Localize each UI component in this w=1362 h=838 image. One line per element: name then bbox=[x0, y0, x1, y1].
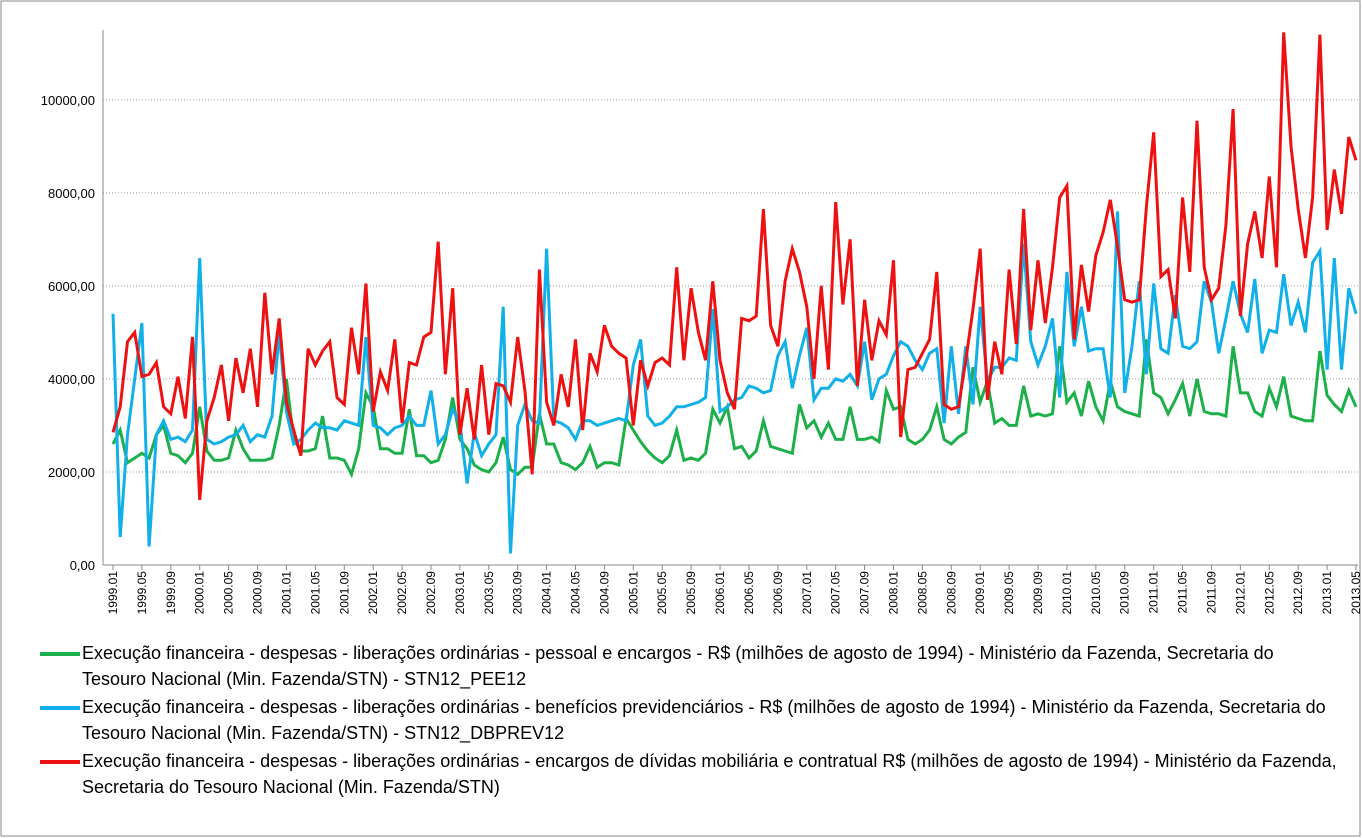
x-tick-label: 2010.09 bbox=[1118, 571, 1132, 615]
legend-item: Execução financeira - despesas - liberaç… bbox=[40, 640, 1340, 692]
x-tick-label: 2008.05 bbox=[915, 571, 929, 615]
x-tick-label: 2007.01 bbox=[800, 571, 814, 615]
x-tick-label: 2005.05 bbox=[655, 571, 669, 615]
x-tick-label: 2001.09 bbox=[337, 571, 351, 615]
x-tick-label: 2005.09 bbox=[684, 571, 698, 615]
y-tick-label: 2000,00 bbox=[48, 465, 95, 480]
x-tick-label: 2001.05 bbox=[308, 571, 322, 615]
x-tick-label: 2009.01 bbox=[973, 571, 987, 615]
y-tick-label: 4000,00 bbox=[48, 372, 95, 387]
x-tick-label: 2013.05 bbox=[1349, 571, 1362, 615]
x-tick-label: 2010.05 bbox=[1089, 571, 1103, 615]
x-tick-label: 2003.05 bbox=[482, 571, 496, 615]
legend-label: Execução financeira - despesas - liberaç… bbox=[82, 643, 1274, 689]
x-tick-label: 2011.01 bbox=[1147, 571, 1161, 614]
x-tick-label: 2001.01 bbox=[279, 571, 293, 615]
x-tick-label: 1999.05 bbox=[135, 571, 149, 615]
x-tick-label: 2006.05 bbox=[742, 571, 756, 615]
x-tick-label: 2006.01 bbox=[713, 571, 727, 615]
y-tick-label: 6000,00 bbox=[48, 279, 95, 294]
legend-label: Execução financeira - despesas - liberaç… bbox=[82, 751, 1337, 797]
line-series bbox=[111, 32, 1358, 501]
x-tick-label: 2002.01 bbox=[366, 571, 380, 615]
x-tick-label: 2013.01 bbox=[1320, 571, 1334, 615]
x-tick-label: 2002.09 bbox=[424, 571, 438, 615]
x-tick-label: 2004.05 bbox=[569, 571, 583, 615]
x-tick-label: 2004.09 bbox=[597, 571, 611, 615]
x-tick-label: 2007.09 bbox=[858, 571, 872, 615]
x-tick-label: 2008.01 bbox=[886, 571, 900, 615]
x-tick-label: 2010.01 bbox=[1060, 571, 1074, 615]
x-tick-label: 2008.09 bbox=[944, 571, 958, 615]
x-tick-label: 2011.05 bbox=[1176, 571, 1190, 614]
legend-swatch bbox=[40, 706, 80, 710]
legend-swatch bbox=[40, 760, 80, 764]
legend-swatch bbox=[40, 652, 80, 656]
x-tick-label: 2006.09 bbox=[771, 571, 785, 615]
x-tick-label: 2000.09 bbox=[251, 571, 265, 615]
x-tick-label: 2005.01 bbox=[626, 571, 640, 615]
x-tick-label: 2012.01 bbox=[1233, 571, 1247, 615]
x-tick-label: 2009.05 bbox=[1002, 571, 1016, 615]
y-tick-label: 8000,00 bbox=[48, 186, 95, 201]
x-tick-label: 2011.09 bbox=[1204, 571, 1218, 614]
x-tick-label: 2004.01 bbox=[540, 571, 554, 615]
x-tick-label: 1999.09 bbox=[164, 571, 178, 615]
y-tick-label: 10000,00 bbox=[41, 93, 95, 108]
x-tick-label: 2000.01 bbox=[193, 571, 207, 615]
x-tick-label: 2003.01 bbox=[453, 571, 467, 615]
x-tick-label: 2012.05 bbox=[1262, 571, 1276, 615]
y-tick-label: 0,00 bbox=[70, 558, 95, 573]
legend-item: Execução financeira - despesas - liberaç… bbox=[40, 694, 1340, 746]
x-tick-label: 2007.05 bbox=[829, 571, 843, 615]
legend: Execução financeira - despesas - liberaç… bbox=[40, 640, 1340, 802]
legend-label: Execução financeira - despesas - liberaç… bbox=[82, 697, 1326, 743]
x-tick-label: 2012.09 bbox=[1291, 571, 1305, 615]
x-tick-label: 2003.09 bbox=[511, 571, 525, 615]
x-tick-label: 2009.09 bbox=[1031, 571, 1045, 615]
x-tick-label: 2000.05 bbox=[222, 571, 236, 615]
legend-item: Execução financeira - despesas - liberaç… bbox=[40, 748, 1340, 800]
x-tick-label: 1999.01 bbox=[106, 571, 120, 615]
x-tick-label: 2002.05 bbox=[395, 571, 409, 615]
